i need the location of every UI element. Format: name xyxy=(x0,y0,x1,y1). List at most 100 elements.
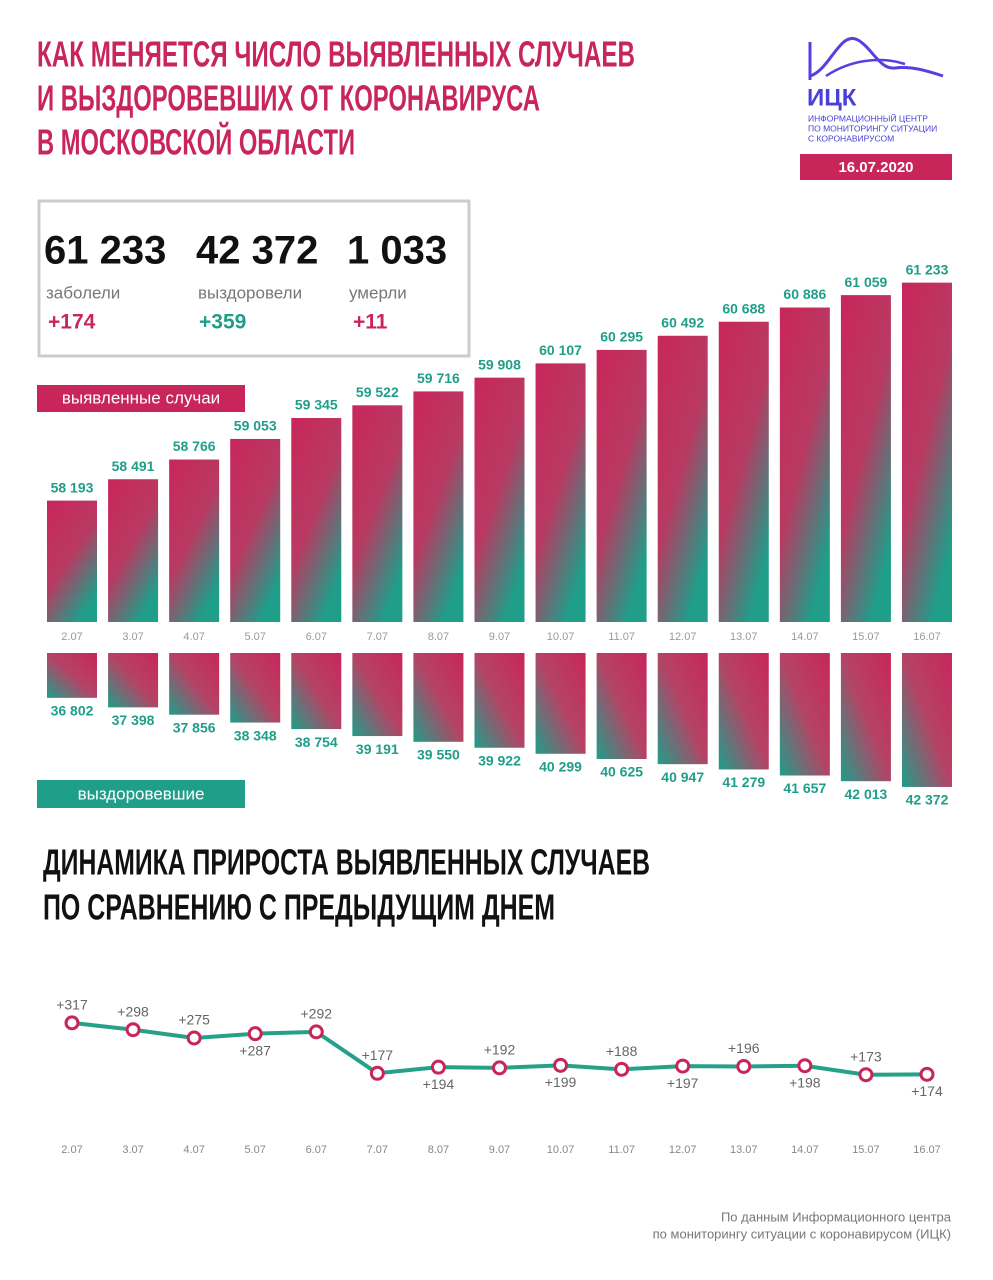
x-tick-label: 5.07 xyxy=(244,631,265,643)
line-title: ПО СРАВНЕНИЮ С ПРЕДЫДУЩИМ ДНЕМ xyxy=(43,887,555,928)
recovered-bar xyxy=(901,653,952,787)
cases-bar xyxy=(657,335,708,622)
logo-mark xyxy=(808,36,944,80)
x-tick-label: 5.07 xyxy=(244,1144,265,1156)
point xyxy=(369,1065,385,1081)
value-label: 41 657 xyxy=(783,780,826,796)
x-tick-label: 10.07 xyxy=(547,1144,575,1156)
value-label: 38 348 xyxy=(234,727,277,743)
point xyxy=(430,1059,446,1075)
value-label: 59 345 xyxy=(295,397,338,413)
stat-label: выздоровели xyxy=(198,283,302,302)
stat-number: 42 372 xyxy=(196,229,318,273)
value-label: +173 xyxy=(850,1048,882,1064)
cases-bar xyxy=(169,459,220,622)
point xyxy=(308,1024,324,1040)
value-label: 58 491 xyxy=(112,458,155,474)
point xyxy=(125,1022,141,1038)
value-label: +292 xyxy=(301,1006,333,1022)
value-label: 36 802 xyxy=(51,703,94,719)
recovered-bar xyxy=(230,653,281,723)
point xyxy=(858,1067,874,1083)
value-label: 60 688 xyxy=(722,300,765,316)
title-line: КАК МЕНЯЕТСЯ ЧИСЛО ВЫЯВЛЕННЫХ СЛУЧАЕВ xyxy=(37,34,635,75)
cases-bar xyxy=(291,418,342,622)
value-label: 61 233 xyxy=(906,261,949,277)
x-tick-label: 12.07 xyxy=(669,1144,697,1156)
recovered-bar xyxy=(352,653,403,737)
recovered-bar xyxy=(169,653,220,715)
point xyxy=(736,1058,752,1074)
cases-bar xyxy=(108,479,159,622)
value-label: 60 886 xyxy=(783,286,826,302)
value-label: +199 xyxy=(545,1074,577,1090)
value-label: 40 625 xyxy=(600,764,643,780)
value-label: +287 xyxy=(239,1042,271,1058)
x-tick-label: 14.07 xyxy=(791,1144,819,1156)
x-tick-label: 15.07 xyxy=(852,1144,880,1156)
source: По данным Информационного центра xyxy=(721,1209,952,1224)
point xyxy=(186,1030,202,1046)
point xyxy=(919,1066,935,1082)
value-label: 40 947 xyxy=(661,769,704,785)
x-tick-label: 16.07 xyxy=(913,631,941,643)
recovered-label-box xyxy=(37,780,245,808)
x-tick-label: 3.07 xyxy=(122,631,143,643)
cases-bar xyxy=(474,377,525,622)
value-label: 39 550 xyxy=(417,747,460,763)
title-line: И ВЫЗДОРОВЕВШИХ ОТ КОРОНАВИРУСА xyxy=(37,78,540,119)
x-tick-label: 7.07 xyxy=(367,631,388,643)
recovered-bar xyxy=(108,653,159,708)
x-tick-label: 13.07 xyxy=(730,631,758,643)
x-tick-label: 13.07 xyxy=(730,1144,758,1156)
point xyxy=(553,1057,569,1073)
value-label: 60 295 xyxy=(600,329,643,345)
recovered-bar xyxy=(779,653,830,776)
value-label: 39 191 xyxy=(356,741,399,757)
value-label: 59 522 xyxy=(356,384,399,400)
recovered-bar xyxy=(474,653,525,748)
point xyxy=(675,1058,691,1074)
cases-label-box xyxy=(37,385,245,412)
logo-text: ИЦК xyxy=(807,84,857,111)
stat-label: заболели xyxy=(46,283,120,302)
recovered-bar xyxy=(840,653,891,782)
value-label: 39 922 xyxy=(478,752,521,768)
value-label: 41 279 xyxy=(722,774,765,790)
stat-number: 1 033 xyxy=(347,229,447,273)
cases-bar xyxy=(230,438,281,622)
cases-bar xyxy=(779,307,830,622)
recovered-bar xyxy=(657,653,708,765)
stat-change: +359 xyxy=(199,311,246,334)
logo-caption: ПО МОНИТОРИНГУ СИТУАЦИИ xyxy=(808,123,937,133)
recovered-bar xyxy=(535,653,586,754)
x-tick-label: 6.07 xyxy=(306,631,327,643)
value-label: +177 xyxy=(362,1047,394,1063)
stat-number: 61 233 xyxy=(44,229,166,273)
value-label: 42 013 xyxy=(844,786,887,802)
value-label: +196 xyxy=(728,1040,760,1056)
stats: 61 233 заболели +174 42 372 выздоровели … xyxy=(44,229,447,334)
x-tick-label: 11.07 xyxy=(608,631,635,643)
cases-bar xyxy=(718,321,769,622)
recovered-bar xyxy=(291,653,342,730)
recovered-bar xyxy=(413,653,464,742)
value-label: +188 xyxy=(606,1043,638,1059)
value-label: 40 299 xyxy=(539,758,582,774)
value-label: 59 908 xyxy=(478,356,521,372)
value-label: +317 xyxy=(56,997,88,1013)
x-tick-label: 12.07 xyxy=(669,631,697,643)
cases-bar xyxy=(535,363,586,622)
value-label: 37 856 xyxy=(173,719,216,735)
stat-label: умерли xyxy=(349,283,407,302)
value-label: 60 492 xyxy=(661,314,704,330)
value-label: 42 372 xyxy=(906,792,949,808)
value-label: +197 xyxy=(667,1075,699,1091)
cases-bar xyxy=(47,500,97,622)
x-tick-label: 9.07 xyxy=(489,631,510,643)
point xyxy=(247,1026,263,1042)
value-label: +198 xyxy=(789,1074,821,1090)
x-tick-label: 14.07 xyxy=(791,631,819,643)
logo-caption: ИНФОРМАЦИОННЫЙ ЦЕНТР xyxy=(808,112,928,123)
